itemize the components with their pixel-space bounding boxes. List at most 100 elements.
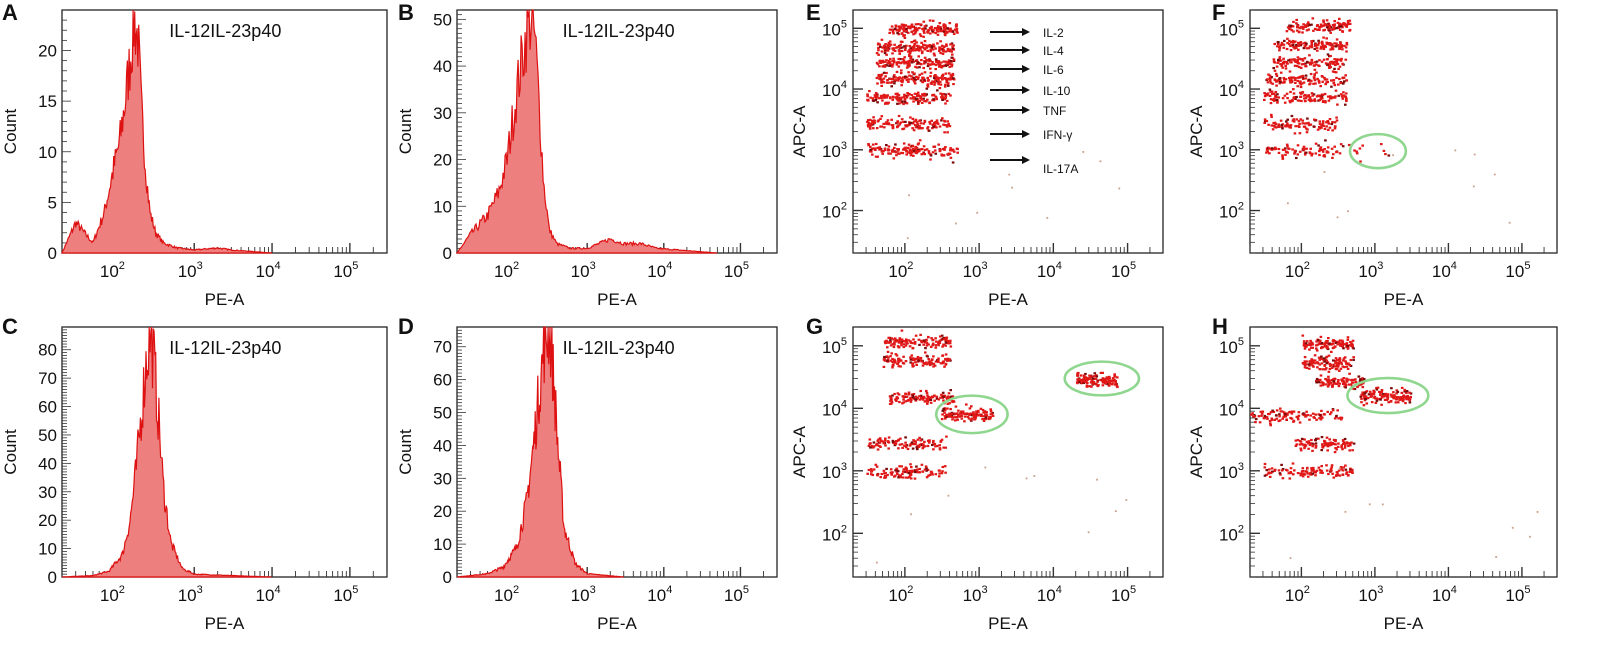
event-dot: [1380, 143, 1383, 146]
event-dot: [941, 470, 944, 473]
event-dot: [1102, 378, 1106, 382]
event-dot: [979, 407, 983, 410]
event-dot: [870, 124, 873, 127]
event-dot: [882, 93, 886, 96]
event-dot: [1399, 398, 1403, 401]
event-dot: [1093, 375, 1096, 378]
event-dot: [931, 61, 934, 64]
event-dot: [1355, 150, 1358, 153]
event-dot: [1314, 142, 1318, 145]
event-dot: [876, 439, 880, 442]
event-dot: [1270, 124, 1273, 127]
event-dot: [946, 49, 950, 52]
event-dot: [917, 94, 920, 97]
event-dot: [1332, 82, 1336, 85]
event-dot: [1301, 122, 1304, 125]
event-dot: [948, 402, 951, 405]
event-dot: [1329, 381, 1333, 384]
event-dot: [918, 467, 921, 471]
event-dot: [902, 23, 905, 26]
event-dot: [1380, 390, 1384, 393]
y-tick-label: 0: [48, 244, 57, 263]
event-dot: [1320, 449, 1323, 452]
event-dot: [917, 142, 920, 145]
event-dot: [1277, 419, 1281, 423]
event-dot: [881, 99, 884, 102]
event-dot: [1323, 154, 1326, 157]
event-dot: [903, 75, 907, 78]
event-dot: [1344, 58, 1348, 61]
event-dot: [878, 437, 882, 440]
event-dot: [1291, 76, 1295, 79]
event-dot: [1326, 347, 1329, 350]
event-dot: [1104, 380, 1108, 383]
event-dot: [1333, 25, 1336, 28]
event-dot: [1318, 341, 1321, 344]
cell-population: [1285, 17, 1352, 34]
event-dot: [897, 360, 901, 363]
event-dot: [1345, 43, 1349, 46]
event-dot: [968, 407, 972, 410]
event-dot: [891, 30, 895, 33]
event-dot: [1300, 25, 1303, 28]
event-dot: [905, 79, 909, 82]
y-tick-label: 105: [1219, 18, 1244, 39]
event-dot: [943, 32, 947, 35]
event-dot: [919, 127, 922, 130]
event-dot: [1304, 97, 1308, 100]
event-dot: [1338, 28, 1342, 31]
event-dot: [1333, 125, 1337, 128]
event-dot: [1338, 152, 1342, 155]
event-dot: [914, 65, 917, 68]
event-dot: [896, 392, 900, 395]
event-dot: [936, 26, 940, 30]
event-dot: [892, 338, 895, 341]
event-dot: [1335, 42, 1338, 45]
event-dot: [900, 329, 904, 332]
event-dot: [1311, 152, 1314, 155]
event-dot: [1355, 152, 1359, 155]
event-dot: [933, 74, 936, 78]
event-dot: [902, 27, 906, 30]
event-dot: [937, 25, 940, 28]
event-dot: [1363, 392, 1367, 395]
event-dot: [1278, 56, 1282, 59]
event-dot: [1295, 29, 1299, 32]
event-dot: [1104, 378, 1107, 381]
event-dot: [1312, 29, 1315, 32]
event-dot: [931, 48, 935, 51]
event-dot: [895, 440, 898, 443]
event-dot: [917, 127, 920, 130]
event-dot: [911, 363, 914, 366]
event-dot: [1263, 466, 1267, 469]
event-dot: [1273, 79, 1277, 82]
event-dot: [1095, 383, 1098, 386]
event-dot: [1322, 36, 1325, 39]
event-dot: [1308, 348, 1311, 351]
event-dot: [1305, 470, 1309, 474]
event-dot: [1318, 28, 1321, 31]
event-dot: [1293, 47, 1296, 50]
event-dot: [876, 63, 880, 66]
event-dot: [1311, 472, 1314, 475]
event-dot: [1301, 475, 1305, 478]
event-dot: [890, 401, 894, 404]
event-dot: [941, 391, 945, 394]
event-dot: [1303, 97, 1306, 100]
event-dot: [924, 341, 927, 344]
event-dot: [878, 441, 882, 444]
event-dot: [896, 120, 899, 123]
cell-population: [882, 350, 952, 369]
event-dot: [897, 124, 900, 127]
event-dot: [966, 415, 970, 418]
event-dot: [1341, 344, 1344, 347]
event-dot: [939, 51, 942, 55]
event-dot: [887, 59, 891, 63]
event-dot: [1329, 26, 1333, 29]
event-dot: [1086, 381, 1089, 385]
event-dot: [1286, 469, 1289, 472]
event-dot: [1316, 343, 1320, 346]
event-dot: [1361, 394, 1365, 397]
event-dot: [879, 94, 883, 97]
event-dot: [901, 128, 904, 131]
